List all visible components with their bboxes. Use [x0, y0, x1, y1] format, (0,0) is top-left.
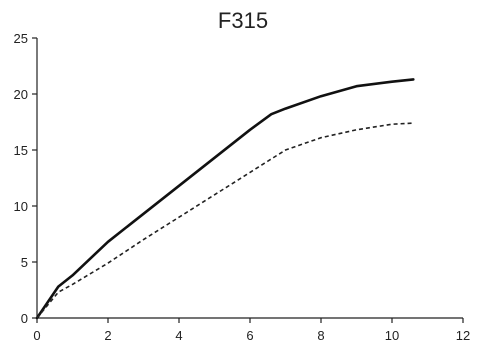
y-tick-label: 10 — [14, 199, 28, 214]
y-tick-label: 5 — [21, 255, 28, 270]
series-line-dashed — [36, 122, 414, 319]
x-tick-label: 0 — [33, 328, 40, 343]
y-tick-label: 15 — [14, 143, 28, 158]
y-tick-label: 0 — [21, 311, 28, 326]
x-tick-label: 4 — [175, 328, 182, 343]
x-tick-label: 8 — [317, 328, 324, 343]
x-tick-label: 2 — [104, 328, 111, 343]
series-line-solid — [35, 78, 415, 320]
x-tick-label: 10 — [385, 328, 399, 343]
y-tick-label: 20 — [14, 87, 28, 102]
chart-title: F315 — [218, 8, 268, 33]
x-tick-label: 12 — [456, 328, 470, 343]
x-tick-label: 6 — [246, 328, 253, 343]
y-tick-label: 25 — [14, 31, 28, 46]
axes: 0 2 4 6 8 10 12 0 5 10 15 20 25 — [14, 31, 471, 343]
series-layer — [35, 78, 415, 320]
